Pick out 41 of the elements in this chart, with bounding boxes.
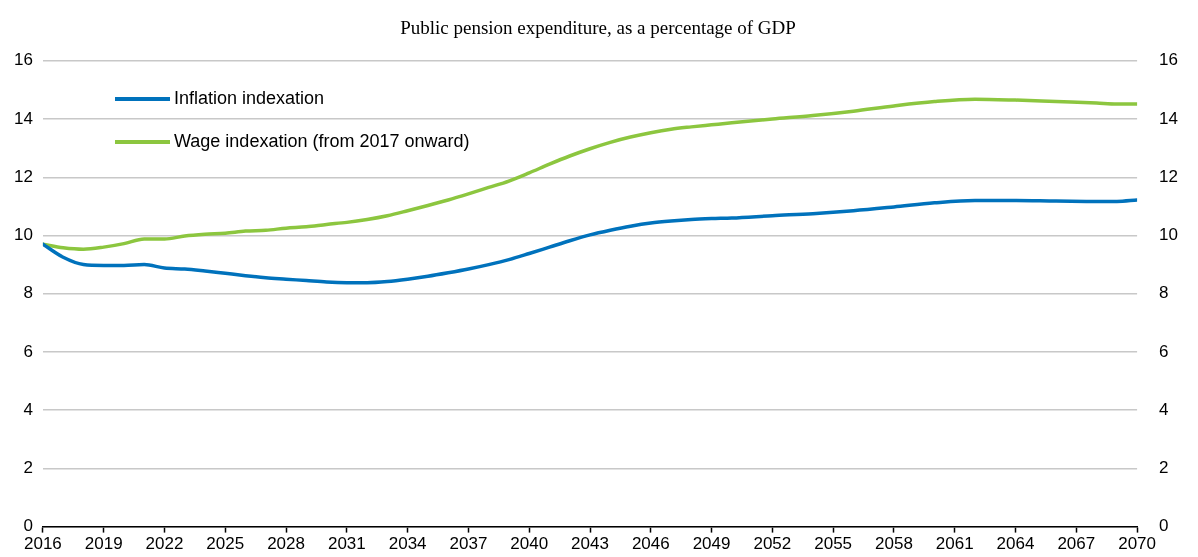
y2-tick-label: 12 — [1159, 166, 1179, 186]
x-tick-label: 2031 — [327, 534, 366, 554]
legend-label: Wage indexation (from 2017 onward) — [174, 131, 470, 152]
y-tick-label: 12 — [13, 166, 33, 186]
y-tick-label: 2 — [23, 458, 33, 478]
y-tick-label: 0 — [23, 516, 33, 536]
x-tick-label: 2046 — [631, 534, 670, 554]
y-tick-label: 14 — [13, 108, 33, 128]
x-tick-label: 2016 — [24, 534, 62, 554]
y2-tick-label: 16 — [1159, 50, 1179, 70]
legend-label: Inflation indexation — [174, 88, 325, 109]
line-series — [42, 198, 1138, 285]
x-tick-label: 2043 — [571, 534, 609, 554]
x-tick-label: 2040 — [510, 534, 549, 554]
y2-tick-label: 6 — [1159, 341, 1169, 361]
x-tick-label: 2025 — [206, 534, 245, 554]
y2-tick-label: 2 — [1159, 458, 1169, 478]
x-tick-label: 2034 — [388, 534, 427, 554]
x-tick-label: 2058 — [875, 534, 913, 554]
y-tick-label: 4 — [23, 399, 33, 419]
y-tick-label: 6 — [23, 341, 33, 361]
y2-tick-label: 0 — [1159, 516, 1169, 536]
x-tick-label: 2049 — [692, 534, 731, 554]
x-tick-label: 2022 — [145, 534, 184, 554]
y2-tick-label: 14 — [1159, 108, 1179, 128]
x-tick-label: 2055 — [814, 534, 853, 554]
y2-tick-label: 8 — [1159, 283, 1169, 303]
y2-tick-label: 4 — [1159, 399, 1169, 419]
y-tick-label: 8 — [23, 283, 33, 303]
y-tick-label: 10 — [13, 225, 33, 245]
x-tick-label: 2052 — [753, 534, 792, 554]
y-tick-label: 16 — [13, 50, 33, 70]
x-tick-label: 2037 — [449, 534, 488, 554]
y2-tick-label: 10 — [1159, 225, 1179, 245]
x-tick-label: 2061 — [935, 534, 974, 554]
x-tick-label: 2028 — [267, 534, 305, 554]
chart-title: Public pension expenditure, as a percentage of GDP — [400, 17, 796, 39]
x-tick-label: 2070 — [1118, 534, 1156, 554]
x-tick-label: 2067 — [1057, 534, 1096, 554]
x-tick-label: 2064 — [996, 534, 1035, 554]
x-tick-label: 2019 — [84, 534, 123, 554]
